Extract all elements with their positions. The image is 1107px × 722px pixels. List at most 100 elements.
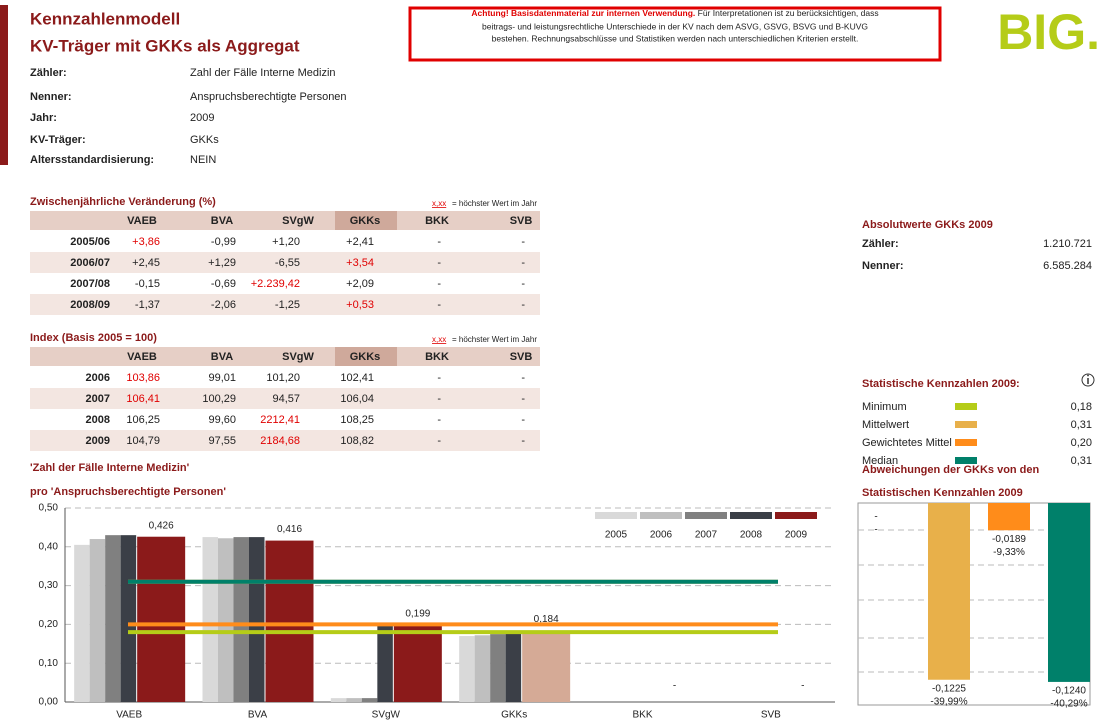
cell: +2.239,42 xyxy=(251,278,300,290)
column-header: SVgW xyxy=(282,215,314,227)
y-tick-label: 0,50 xyxy=(39,503,59,514)
cell: - xyxy=(437,236,441,248)
row-shade xyxy=(30,294,540,315)
row-label: 2008/09 xyxy=(70,299,110,311)
legend-swatch xyxy=(640,512,682,519)
chart-subtitle: Statistischen Kennzahlen 2009 xyxy=(862,487,1023,499)
cell: - xyxy=(521,435,525,447)
bar xyxy=(361,698,378,702)
x-tick-label: BKK xyxy=(632,710,652,721)
cell: 106,04 xyxy=(340,393,374,405)
cell: 101,20 xyxy=(266,372,300,384)
bar xyxy=(474,635,491,702)
cell: - xyxy=(437,278,441,290)
cell: +3,54 xyxy=(346,257,374,269)
cell: 104,79 xyxy=(126,435,160,447)
legend-text: = höchster Wert im Jahr xyxy=(452,199,537,208)
header-row xyxy=(30,211,540,230)
deviation-pct: - xyxy=(874,525,877,536)
cell: 108,25 xyxy=(340,414,374,426)
table-title: Zwischenjährliche Veränderung (%) xyxy=(30,196,216,208)
stats-value: 0,18 xyxy=(1071,401,1092,413)
stats-swatch xyxy=(955,439,977,446)
info-value: Zahl der Fälle Interne Medizin xyxy=(190,67,336,79)
bar xyxy=(505,632,522,702)
legend-label: 2006 xyxy=(650,530,673,541)
cell: 108,82 xyxy=(340,435,374,447)
row-label: 2006/07 xyxy=(70,257,110,269)
row-shade xyxy=(30,430,540,451)
cell: 94,57 xyxy=(272,393,300,405)
bar xyxy=(233,537,249,702)
data-label: 0,184 xyxy=(534,614,559,625)
cell: - xyxy=(437,257,441,269)
column-header: BVA xyxy=(211,215,233,227)
legend-swatch xyxy=(775,512,817,519)
row-label: 2009 xyxy=(86,435,110,447)
bar xyxy=(330,698,347,702)
column-header: BVA xyxy=(211,351,233,363)
x-tick-label: GKKs xyxy=(501,710,527,721)
notice-line: bestehen. Rechnungsabschlüsse und Statis… xyxy=(492,33,859,43)
column-header: SVB xyxy=(510,215,533,227)
cell: 103,86 xyxy=(126,372,160,384)
cell: 102,41 xyxy=(340,372,374,384)
absolute-value: 6.585.284 xyxy=(1043,260,1092,272)
row-shade xyxy=(30,388,540,409)
legend-marker: x,xx xyxy=(432,335,446,344)
info-label: KV-Träger: xyxy=(30,134,86,146)
info-value: GKKs xyxy=(190,134,219,146)
bar xyxy=(137,536,186,702)
y-tick-label: 0,00 xyxy=(39,697,59,708)
cell: 2184,68 xyxy=(260,435,300,447)
bar xyxy=(249,537,265,702)
bar xyxy=(105,535,121,702)
cell: - xyxy=(521,299,525,311)
y-tick-label: 0,20 xyxy=(39,619,59,630)
legend-marker: x,xx xyxy=(432,199,446,208)
cell: -0,99 xyxy=(211,236,236,248)
column-header: GKKs xyxy=(350,215,381,227)
cell: -1,37 xyxy=(135,299,160,311)
bar xyxy=(377,624,393,702)
bar xyxy=(522,630,571,702)
deviation-label: - xyxy=(874,512,877,523)
row-label: 2006 xyxy=(86,372,110,384)
column-header: VAEB xyxy=(127,351,157,363)
chart-title: Abweichungen der GKKs von den xyxy=(862,464,1040,476)
bar xyxy=(490,634,506,702)
column-header: GKKs xyxy=(350,351,381,363)
info-value: 2009 xyxy=(190,112,214,124)
cell: -0,69 xyxy=(211,278,236,290)
cell: +0,53 xyxy=(346,299,374,311)
stats-label: Median xyxy=(862,455,898,467)
notice-line: Achtung! Basisdatenmaterial zur internen… xyxy=(471,8,878,18)
cell: 2212,41 xyxy=(260,414,300,426)
stats-label: Gewichtetes Mittel xyxy=(862,437,952,449)
bar xyxy=(202,537,218,702)
stats-swatch xyxy=(955,403,977,410)
stats-value: 0,31 xyxy=(1071,419,1092,431)
bar xyxy=(346,698,362,702)
cell: +1,29 xyxy=(208,257,236,269)
deviation-bar xyxy=(988,503,1030,531)
info-icon[interactable] xyxy=(1081,373,1095,387)
info-value: NEIN xyxy=(190,154,216,166)
info-value: Anspruchsberechtigte Personen xyxy=(190,91,347,103)
notice-box xyxy=(408,6,942,62)
info-label: Zähler: xyxy=(30,67,67,79)
stats-label: Minimum xyxy=(862,401,907,413)
row-label: 2007/08 xyxy=(70,278,110,290)
stats-swatch xyxy=(955,421,977,428)
data-label: - xyxy=(673,681,676,692)
accent-bar xyxy=(0,5,8,165)
data-label: 0,199 xyxy=(405,608,430,619)
bar xyxy=(218,538,234,702)
header-highlight xyxy=(335,347,397,366)
deviation-label: -0,1225 xyxy=(932,683,966,694)
cell: - xyxy=(437,435,441,447)
absolute-title: Absolutwerte GKKs 2009 xyxy=(862,219,993,231)
legend-swatch xyxy=(730,512,772,519)
deviation-label: -0,1240 xyxy=(1052,686,1086,697)
